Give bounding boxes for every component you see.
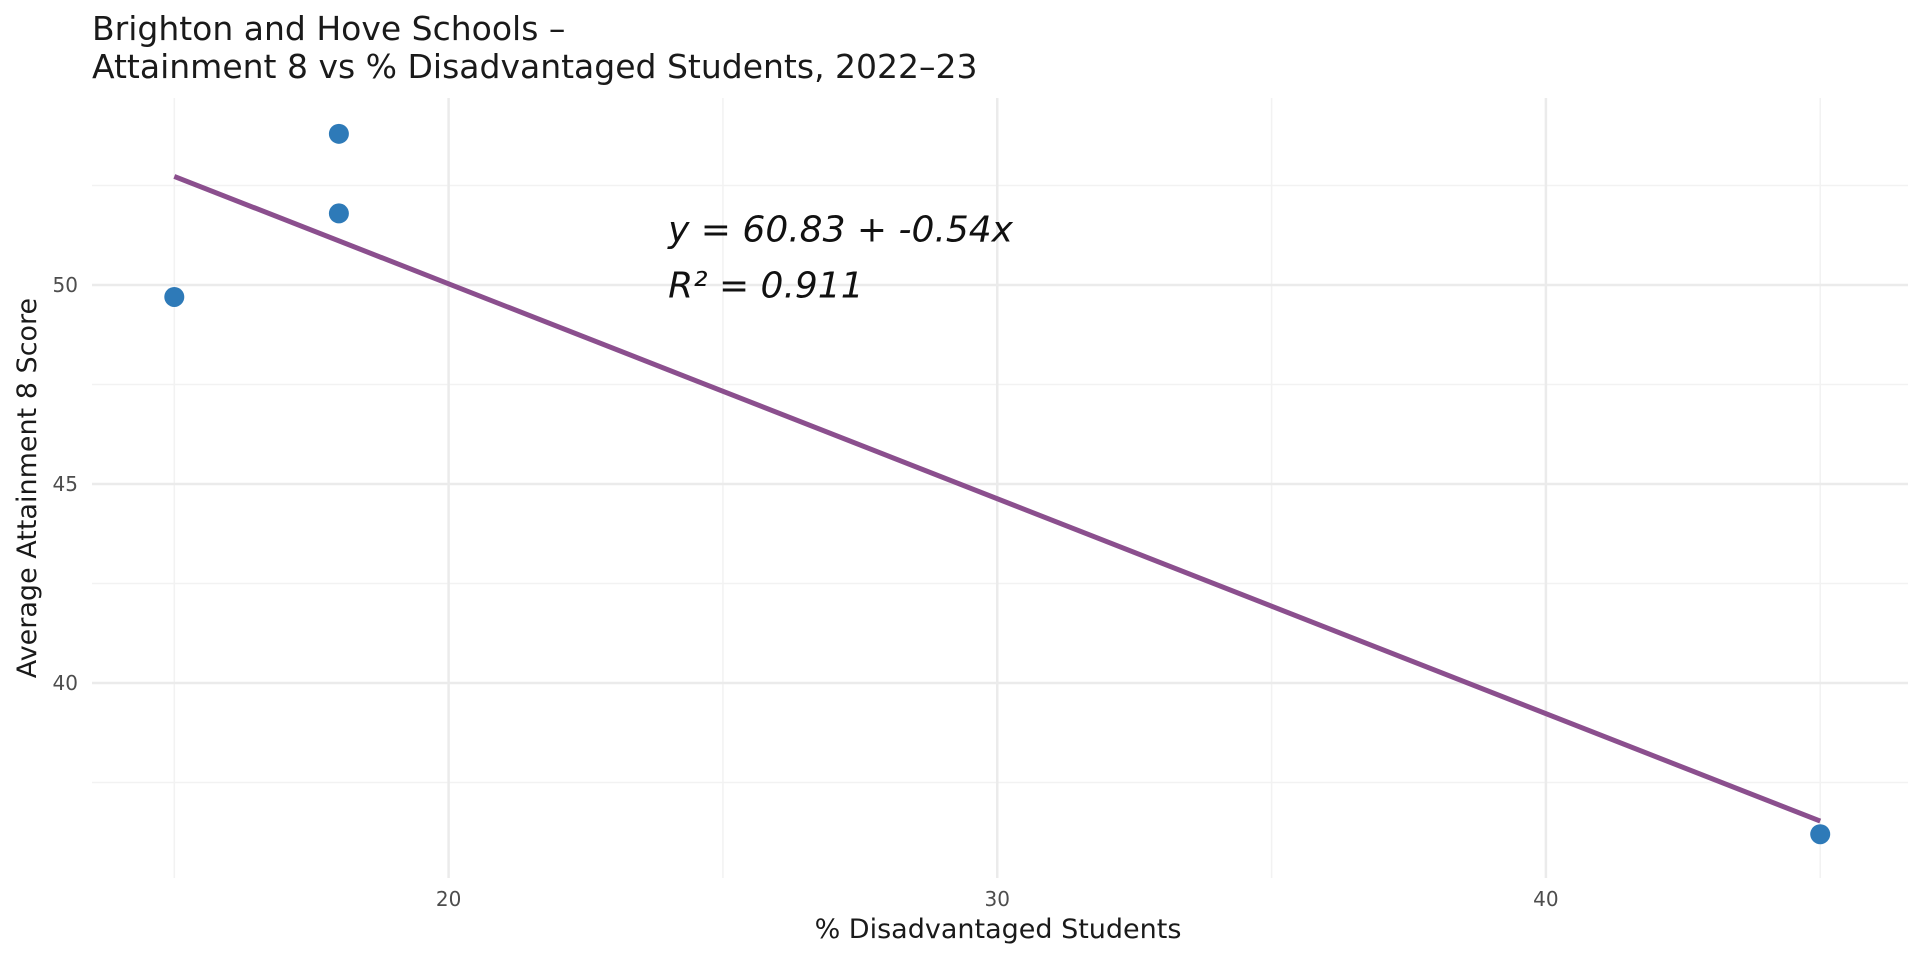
x-tick-label: 20 — [436, 887, 461, 911]
y-axis-title: Average Attainment 8 Score — [12, 298, 43, 678]
x-axis-title: % Disadvantaged Students — [815, 914, 1182, 945]
data-point — [164, 286, 185, 307]
chart-title-line-1: Brighton and Hove Schools – — [92, 9, 565, 48]
data-point — [328, 123, 349, 144]
r-squared-label: R² = 0.911 — [668, 265, 864, 306]
regression-equation: y = 60.83 + -0.54x — [667, 209, 1014, 250]
data-point — [1810, 824, 1831, 845]
grid — [92, 98, 1908, 878]
y-tick-label: 45 — [53, 472, 78, 496]
chart-title-line-2: Attainment 8 vs % Disadvantaged Students… — [92, 47, 978, 86]
data-points — [164, 123, 1831, 845]
y-tick-label: 50 — [53, 273, 78, 297]
y-tick-label: 40 — [53, 671, 78, 695]
regression-line-group — [173, 174, 1822, 824]
regression-line — [173, 174, 1822, 824]
x-tick-label: 30 — [985, 887, 1010, 911]
x-tick-label: 40 — [1533, 887, 1558, 911]
data-point — [328, 203, 349, 224]
axis-labels: 20 30 40 40 45 50 — [53, 273, 1559, 911]
